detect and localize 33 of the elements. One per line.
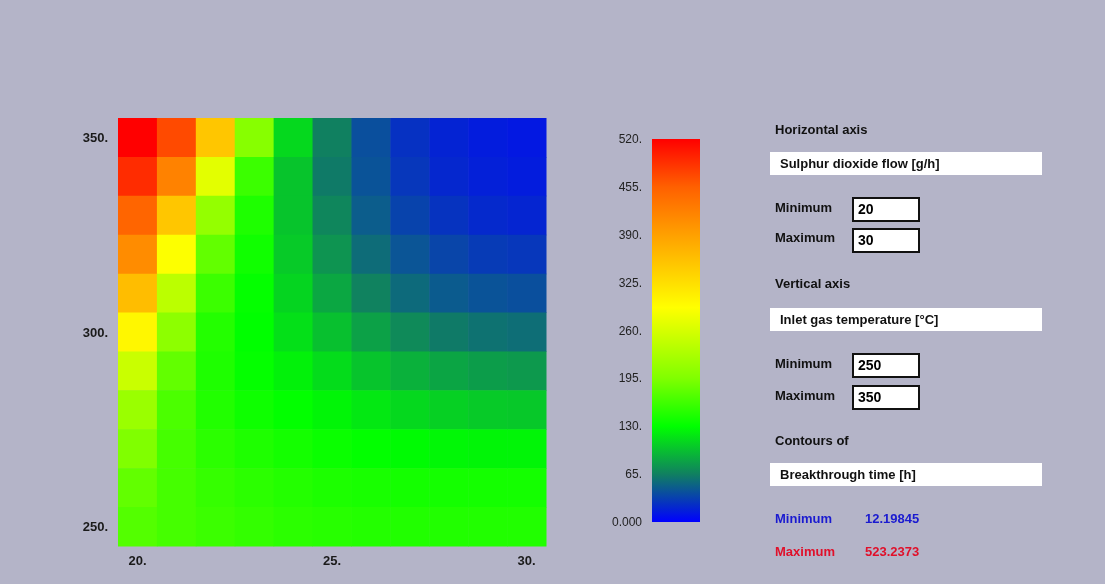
x-tick-label: 30.: [517, 553, 536, 568]
text: 12.19845: [865, 511, 920, 526]
text: Vertical axis: [775, 276, 851, 291]
text: 350: [852, 385, 920, 410]
text: 523.2373: [865, 544, 920, 559]
text: 30: [852, 228, 920, 253]
color-bar-label: 0.000: [611, 515, 643, 529]
color-bar-label: 520.: [618, 132, 642, 146]
text: Minimum: [775, 200, 833, 215]
text: Horizontal axis: [775, 122, 868, 137]
y-tick-label: 250.: [82, 519, 108, 535]
color-bar-label: 455.: [618, 179, 642, 194]
color-bar-label: 130.: [618, 419, 642, 434]
text: Contours of: [775, 433, 849, 448]
text: Maximum: [775, 388, 835, 403]
text: Minimum: [775, 511, 833, 526]
text: Maximum: [775, 544, 835, 559]
y-tick-label: 300.: [82, 324, 108, 340]
color-bar-label: 65.: [625, 467, 642, 482]
color-bar-label: 325.: [618, 275, 642, 290]
x-tick-label: 25.: [322, 553, 342, 568]
x-tick-label: 20.: [128, 553, 147, 568]
color-bar-label: 260.: [618, 323, 642, 338]
color-bar-label: 195.: [618, 371, 642, 386]
text: Sulphur dioxide flow [g/h]: [770, 152, 1042, 175]
color-bar-label: 390.: [618, 227, 642, 242]
text: Breakthrough time [h]: [770, 463, 1042, 486]
text: 250: [852, 353, 920, 378]
text: Minimum: [775, 356, 833, 371]
text: Inlet gas temperature [°C]: [770, 308, 1042, 331]
text: 20: [852, 197, 920, 222]
text: Maximum: [775, 230, 835, 245]
y-tick-label: 350.: [82, 129, 108, 145]
